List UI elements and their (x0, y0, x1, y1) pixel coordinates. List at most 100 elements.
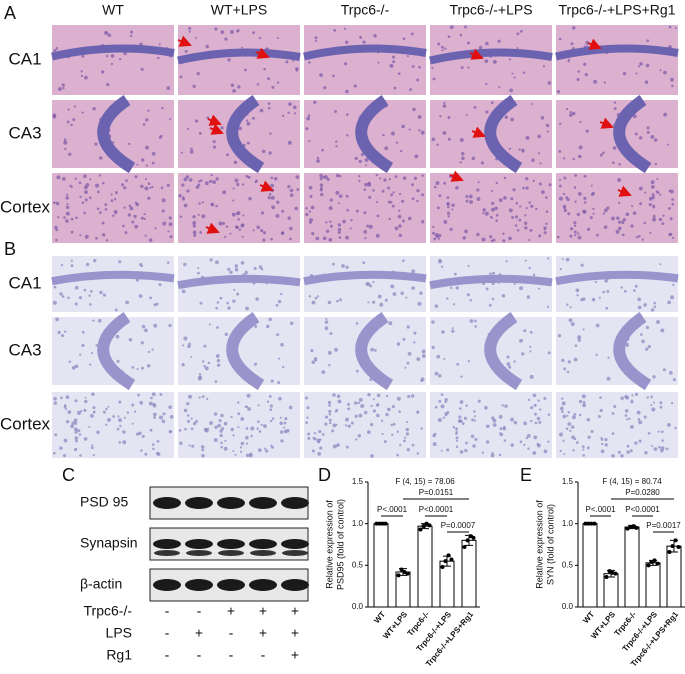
cell (282, 366, 285, 369)
cell (260, 423, 263, 426)
cell (507, 365, 512, 369)
cell (70, 123, 73, 127)
sign: - (229, 647, 234, 663)
data-point (421, 524, 426, 529)
cell (440, 449, 443, 452)
cell (244, 405, 247, 408)
cell (63, 405, 67, 409)
cell (438, 374, 442, 378)
cell (532, 273, 536, 277)
cell (55, 317, 60, 322)
cell (459, 137, 464, 142)
cell (523, 329, 527, 333)
cell (394, 175, 398, 179)
cell (416, 78, 420, 82)
cell (449, 25, 454, 30)
cell (630, 224, 634, 228)
cell (615, 229, 620, 234)
cell (464, 229, 468, 234)
cell (519, 30, 523, 33)
cell (335, 173, 340, 178)
cell (601, 151, 605, 155)
cell (646, 39, 650, 43)
cell (379, 177, 382, 180)
cell (139, 400, 144, 405)
cell (63, 138, 67, 142)
cell (442, 416, 446, 419)
cell (652, 217, 657, 222)
cell (492, 238, 496, 242)
cell (328, 418, 332, 422)
cell (590, 184, 593, 187)
band (153, 539, 181, 549)
sign: - (261, 647, 266, 663)
cell (579, 121, 582, 124)
cell (197, 271, 200, 275)
cell (523, 421, 527, 426)
cell (582, 448, 585, 451)
cell (271, 417, 275, 420)
cell (433, 237, 437, 241)
cell (575, 288, 580, 293)
sign: + (291, 625, 299, 641)
cell (364, 182, 368, 187)
cell (80, 70, 83, 73)
cell (253, 362, 257, 366)
cell (434, 371, 439, 376)
cell (451, 203, 455, 207)
cell (231, 212, 236, 217)
cell (275, 303, 279, 307)
data-point (383, 521, 388, 526)
cell (212, 145, 217, 149)
y-axis-label: PSD95 (fold of control) (335, 499, 345, 590)
cell (367, 301, 370, 304)
cell (436, 206, 440, 210)
cell (634, 392, 639, 396)
cell (271, 205, 276, 210)
cell (316, 156, 320, 160)
cell (229, 30, 234, 34)
cell (60, 396, 63, 400)
cell (432, 433, 436, 438)
cell (226, 301, 229, 305)
cell (194, 119, 199, 123)
cell (354, 156, 358, 160)
sign: - (165, 647, 170, 663)
cell (114, 212, 117, 215)
cell (411, 394, 415, 398)
histology-image (430, 392, 552, 458)
cell (203, 344, 207, 348)
cell (491, 201, 495, 206)
cell (131, 220, 135, 224)
cell (74, 439, 78, 443)
cell (214, 380, 218, 383)
cell (200, 445, 205, 449)
cell (92, 410, 96, 414)
histology-image (556, 256, 678, 312)
cell (584, 73, 588, 77)
cell (347, 402, 350, 406)
cell (561, 397, 564, 400)
cell (525, 186, 529, 190)
cell (263, 424, 267, 429)
cell (394, 226, 399, 231)
cell (543, 228, 546, 231)
cell (192, 221, 197, 225)
cell (313, 100, 317, 104)
cell (405, 427, 409, 432)
cell (452, 303, 456, 306)
panel-letter: A (4, 3, 16, 23)
cell (274, 177, 278, 181)
cell (558, 37, 562, 41)
cell (140, 184, 144, 189)
cell (268, 193, 272, 196)
cell (236, 182, 240, 187)
cell (83, 174, 87, 179)
cell (338, 174, 342, 178)
cell (499, 432, 504, 437)
cell (518, 148, 521, 151)
cell (463, 416, 468, 420)
cell (220, 30, 225, 34)
cell (74, 364, 79, 369)
